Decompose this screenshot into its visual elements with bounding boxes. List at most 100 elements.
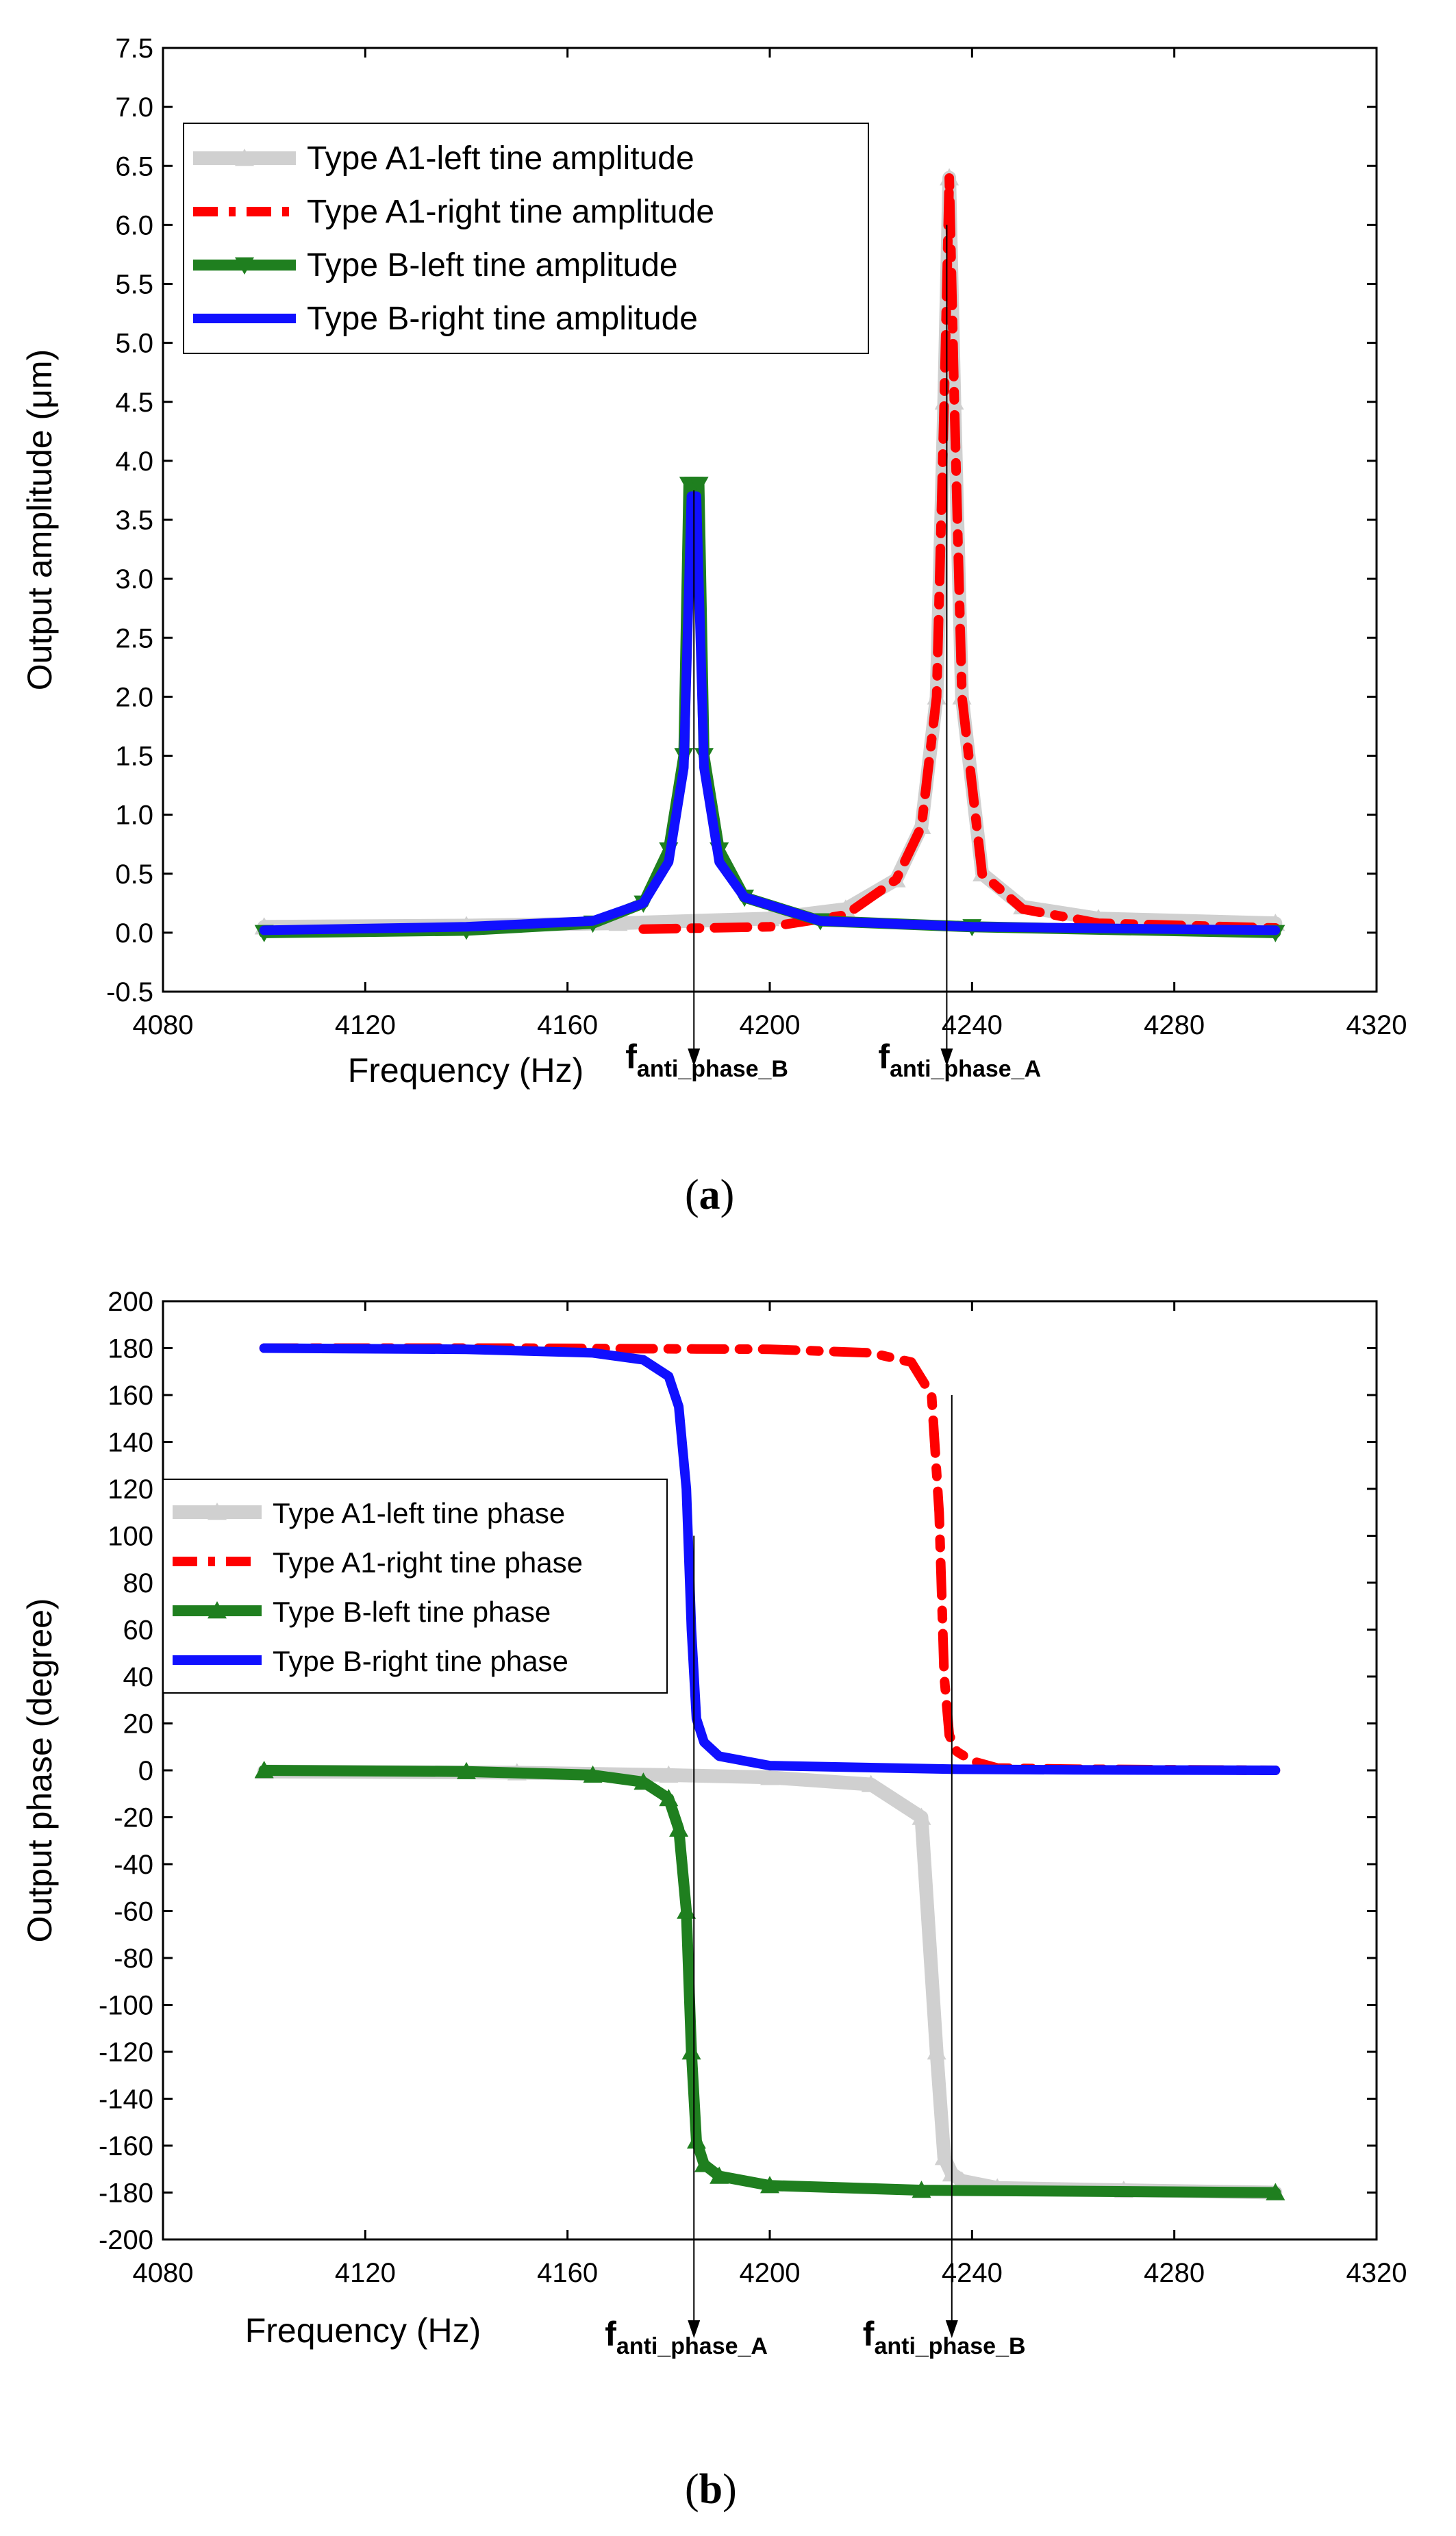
y-tick-label: 7.5 (115, 34, 153, 64)
x-tick-label: 4240 (942, 1010, 1003, 1040)
y-tick-label: -160 (99, 2131, 153, 2161)
data-point (686, 2131, 706, 2149)
annotation-arrow-1 (688, 1049, 701, 1066)
legend-label-2: Type A1-right tine amplitude (307, 194, 714, 230)
y-tick-label: -80 (114, 1944, 153, 1974)
y-tick-label: 2.0 (115, 682, 153, 712)
legend-marker (208, 1601, 227, 1619)
chart-a-amplitude: -0.5 0.0 0.5 1.0 1.5 2.0 2.5 3.0 3.5 4.0 4.5 5.0 5.5… (21, 34, 1407, 1090)
series-3 (254, 477, 1285, 942)
y-tick-label: -0.5 (106, 977, 153, 1007)
x-axis-label: Frequency (Hz) (245, 2311, 481, 2350)
y-tick-label: 5.0 (115, 329, 153, 359)
chart-b-phase: -200-180-160-140-120-100-80-60-40-200204… (21, 1287, 1407, 2359)
data-point (927, 2042, 946, 2060)
legend-label-1: Type A1-left tine phase (273, 1497, 565, 1529)
x-tick-label: 4120 (335, 1010, 396, 1040)
series-line (258, 479, 1281, 938)
x-tick-label: 4120 (335, 2258, 396, 2288)
y-tick-label: -100 (99, 1991, 153, 2021)
x-tick-label: 4320 (1346, 2258, 1407, 2288)
series-line (259, 1343, 957, 1774)
legend: Type A1-left tine amplitude Type A1-right… (183, 123, 869, 354)
legend-marker (235, 149, 254, 166)
y-tick-label: 180 (108, 1334, 153, 1364)
caption-b: (b) (685, 2466, 737, 2513)
series-4 (259, 491, 1281, 936)
annotation-label-2: fanti_phase_A (878, 1038, 1041, 1082)
x-tick-label: 4320 (1346, 1010, 1407, 1040)
annotation-label-2: fanti_phase_B (863, 2315, 1026, 2359)
data-point (681, 2042, 701, 2060)
y-tick-label: 120 (108, 1474, 153, 1505)
x-tick-label: 4160 (537, 1010, 598, 1040)
data-point (760, 909, 779, 927)
data-point (710, 2166, 729, 2184)
data-point (861, 1774, 881, 1792)
caption-a: (a) (685, 1172, 735, 1218)
y-tick-label: 100 (108, 1522, 153, 1552)
data-point (659, 1765, 679, 1783)
y-tick-label: 20 (123, 1709, 154, 1740)
data-point (677, 1901, 696, 1919)
x-tick-label: 4080 (133, 1010, 194, 1040)
legend-label-4: Type B-right tine phase (273, 1645, 568, 1677)
y-tick-label: 6.5 (115, 151, 153, 181)
annotation-arrow-2 (945, 2320, 958, 2338)
y-tick-label: 5.5 (115, 270, 153, 300)
y-tick-label: 0.5 (115, 859, 153, 890)
data-point (694, 2155, 714, 2172)
annotation-subscript: anti_phase_A (890, 1056, 1041, 1082)
series-line (259, 491, 1281, 936)
y-tick-label: 4.5 (115, 388, 153, 418)
y-tick-label: 6.0 (115, 210, 153, 240)
annotation-subscript: anti_phase_B (874, 2333, 1025, 2359)
x-tick-label: 4280 (1144, 1010, 1205, 1040)
annotation-base: f (878, 1038, 890, 1076)
annotation-base: f (605, 2315, 616, 2353)
legend-label-3: Type B-left tine phase (273, 1596, 551, 1628)
annotation-subscript: anti_phase_A (616, 2333, 768, 2359)
y-tick-label: -180 (99, 2179, 153, 2209)
data-point (583, 1765, 603, 1783)
annotation-base: f (625, 1038, 637, 1076)
series-line (257, 1764, 1283, 2200)
annotation-subscript: anti_phase_B (637, 1056, 788, 1082)
x-tick-label: 4240 (942, 2258, 1003, 2288)
legend-label-4: Type B-right tine amplitude (307, 301, 698, 337)
y-tick-label: 60 (123, 1616, 154, 1646)
annotation-label-1: fanti_phase_A (605, 2315, 768, 2359)
legend-marker (235, 257, 254, 275)
legend-label-2: Type A1-right tine phase (273, 1546, 583, 1579)
series-line (946, 1764, 1281, 1775)
data-point (689, 477, 709, 494)
y-tick-label: 160 (108, 1381, 153, 1411)
data-point (912, 2181, 931, 2198)
x-tick-label: 4200 (740, 2258, 801, 2288)
x-tick-label: 4080 (133, 2258, 194, 2288)
series-3 (254, 1761, 1285, 2200)
legend-label-1: Type A1-left tine amplitude (307, 140, 694, 177)
y-tick-label: 1.0 (115, 801, 153, 831)
y-axis-label: Output amplitude (μm) (21, 349, 59, 690)
y-tick-label: 1.5 (115, 742, 153, 772)
series-1 (254, 1761, 1285, 2200)
data-point (608, 914, 628, 931)
y-tick-label: 80 (123, 1568, 154, 1598)
legend: Type A1-left tine phase Type A1-right tin… (162, 1479, 668, 1694)
annotation-arrow-2 (940, 1049, 953, 1066)
y-tick-label: 200 (108, 1287, 153, 1317)
x-tick-label: 4280 (1144, 2258, 1205, 2288)
y-tick-label: 7.0 (115, 92, 153, 123)
data-point (952, 2171, 972, 2189)
series-line (258, 1765, 1281, 2198)
data-point (760, 1768, 779, 1785)
data-point (457, 1761, 476, 1779)
data-point (254, 1761, 274, 1779)
y-tick-label: 2.5 (115, 623, 153, 653)
data-point (1266, 2183, 1285, 2200)
y-axis-label: Output phase (degree) (21, 1598, 59, 1942)
y-tick-label: 140 (108, 1428, 153, 1458)
legend-label-3: Type B-left tine amplitude (307, 247, 678, 284)
legend-box (183, 123, 869, 354)
